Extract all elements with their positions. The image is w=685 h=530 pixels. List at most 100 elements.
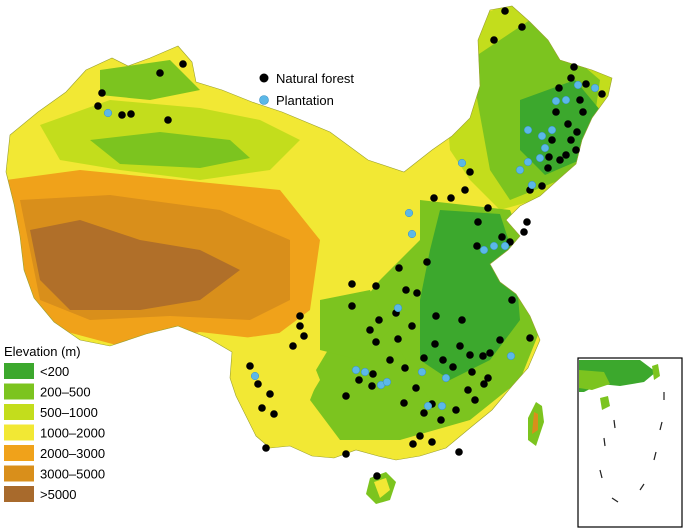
plantation-point — [417, 367, 427, 377]
natural-forest-point — [118, 111, 126, 119]
plantation-point — [382, 377, 392, 387]
natural-forest-point — [408, 322, 416, 330]
elevation-swatch-label: >5000 — [40, 487, 77, 502]
inset-dash — [599, 469, 603, 479]
natural-forest-point — [449, 363, 457, 371]
natural-forest-legend-label: Natural forest — [276, 71, 354, 86]
hainan-highland — [374, 478, 390, 498]
china-border — [5, 5, 613, 461]
natural-forest-point — [409, 440, 417, 448]
natural-forest-point — [366, 326, 374, 334]
natural-forest-point — [270, 410, 278, 418]
elevation-swatch-label: 1000–2000 — [40, 426, 105, 441]
natural-forest-point — [400, 399, 408, 407]
inset-hainan — [600, 396, 610, 410]
plantation-point — [540, 143, 550, 153]
elevation-legend-title: Elevation (m) — [4, 344, 81, 359]
natural-forest-point — [179, 60, 187, 68]
natural-forest-point — [452, 406, 460, 414]
natural-forest-point — [127, 110, 135, 118]
natural-forest-point — [342, 392, 350, 400]
natural-forest-point — [412, 384, 420, 392]
natural-forest-point — [355, 376, 363, 384]
natural-forest-point — [455, 448, 463, 456]
natural-forest-point — [484, 374, 492, 382]
plantation-point — [489, 241, 499, 251]
natural-forest-point — [432, 312, 440, 320]
plantation-point — [523, 157, 533, 167]
elevation-east-lowland — [420, 210, 520, 380]
natural-forest-point — [556, 156, 564, 164]
natural-forest-point — [296, 322, 304, 330]
natural-forest-point — [572, 146, 580, 154]
plantation-point — [437, 401, 447, 411]
natural-forest-point — [395, 264, 403, 272]
natural-forest-point — [394, 335, 402, 343]
inset-nine-dash-line — [599, 392, 665, 503]
natural-forest-point — [420, 354, 428, 362]
natural-forest-point — [296, 312, 304, 320]
natural-forest-point — [266, 390, 274, 398]
natural-forest-point — [471, 396, 479, 404]
natural-forest-point — [348, 302, 356, 310]
natural-forest-point — [420, 409, 428, 417]
plantation-point — [404, 208, 414, 218]
natural-forest-point — [579, 108, 587, 116]
natural-forest-point — [520, 228, 528, 236]
natural-forest-point — [348, 280, 356, 288]
natural-forest-point — [458, 316, 466, 324]
inset-dash — [611, 497, 619, 503]
elevation-swatch — [4, 424, 34, 441]
natural-forest-point — [466, 351, 474, 359]
natural-forest-point — [368, 382, 376, 390]
natural-forest-point — [289, 342, 297, 350]
elevation-swatch — [4, 383, 34, 400]
elevation-tibet-above-5000 — [30, 220, 240, 310]
inset-dash — [659, 421, 663, 431]
natural-forest-point — [447, 194, 455, 202]
natural-forest-point — [98, 89, 106, 97]
sample-type-legend: Natural forest Plantation — [259, 71, 354, 108]
natural-forest-point — [94, 102, 102, 110]
plantation-point — [351, 365, 361, 375]
natural-forest-point — [486, 349, 494, 357]
inset-dash — [639, 483, 645, 491]
inset-dash — [603, 437, 606, 447]
plantation-point — [393, 303, 403, 313]
natural-forest-point — [567, 136, 575, 144]
elevation-south-hills — [310, 350, 430, 440]
natural-forest-point — [430, 194, 438, 202]
elevation-dzungaria — [100, 60, 200, 100]
plantation-point — [423, 401, 433, 411]
natural-forest-point — [456, 342, 464, 350]
natural-forest-points — [94, 7, 643, 480]
natural-forest-point — [416, 432, 424, 440]
natural-forest-point — [402, 286, 410, 294]
natural-forest-point — [258, 404, 266, 412]
natural-forest-point — [484, 204, 492, 212]
natural-forest-point — [544, 164, 552, 172]
natural-forest-point — [437, 416, 445, 424]
plantation-point — [590, 83, 600, 93]
plantation-point — [573, 80, 583, 90]
elevation-legend-swatches: <200 200–500 500–1000 1000–2000 2000–3000 300… — [4, 363, 105, 502]
natural-forest-point — [545, 153, 553, 161]
natural-forest-point — [479, 352, 487, 360]
plantation-point — [527, 180, 537, 190]
natural-forest-point — [461, 186, 469, 194]
natural-forest-point — [564, 120, 572, 128]
natural-forest-point — [474, 218, 482, 226]
plantation-point — [547, 125, 557, 135]
plantation-legend-label: Plantation — [276, 93, 334, 108]
inset-coast-hills — [579, 370, 610, 390]
inset-dash — [653, 451, 657, 461]
natural-forest-point — [473, 242, 481, 250]
natural-forest-point — [262, 444, 270, 452]
plantation-point — [506, 351, 516, 361]
inset-dash — [613, 419, 616, 429]
natural-forest-point — [480, 380, 488, 388]
plantation-points — [103, 80, 600, 411]
natural-forest-point — [490, 36, 498, 44]
plantation-point — [500, 241, 510, 251]
